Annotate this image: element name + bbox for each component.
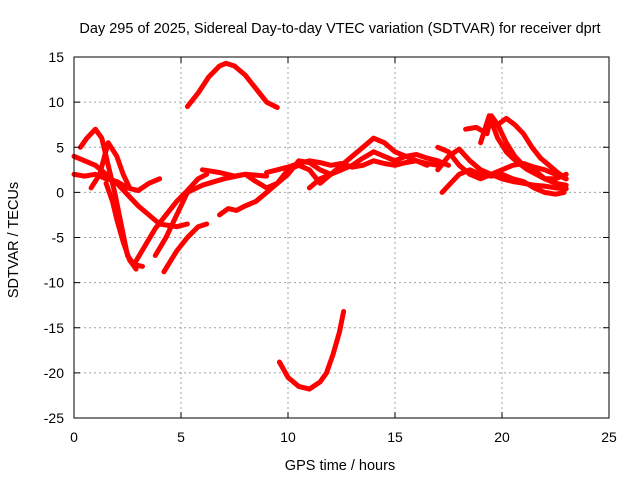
- series-line-arc9: [184, 60, 280, 110]
- y-tick-label: 0: [56, 184, 64, 200]
- y-tick-label: 5: [56, 139, 64, 155]
- x-tick-label: 20: [494, 429, 510, 445]
- y-tick-label: 15: [48, 49, 64, 65]
- x-tick-label: 5: [177, 429, 185, 445]
- y-tick-label: -25: [44, 410, 64, 426]
- series-line-arc14: [328, 149, 451, 177]
- data-series: [71, 60, 569, 392]
- y-tick-label: 10: [48, 94, 64, 110]
- y-tick-label: -10: [44, 275, 64, 291]
- x-tick-label: 10: [280, 429, 296, 445]
- y-tick-label: -5: [52, 230, 65, 246]
- series-line-arc16: [435, 146, 569, 192]
- series-line-arc6: [131, 171, 210, 268]
- x-tick-label: 0: [70, 429, 78, 445]
- series-line-arc4: [88, 140, 133, 191]
- y-tick-label: -20: [44, 365, 64, 381]
- series-line-arc20: [478, 113, 569, 182]
- series-line-arc17: [435, 144, 569, 182]
- y-axis-label: SDTVAR / TECUs: [6, 182, 22, 298]
- gridlines: [74, 57, 609, 418]
- series-line-arc18: [439, 167, 567, 197]
- x-tick-label: 15: [387, 429, 403, 445]
- series-line-arc21: [495, 115, 569, 182]
- series-line-arc15: [276, 309, 347, 392]
- x-axis-label: GPS time / hours: [285, 458, 395, 474]
- series-line-arc11: [217, 158, 334, 218]
- series-line-arc5: [103, 180, 139, 272]
- chart-title: Day 295 of 2025, Sidereal Day-to-day VTE…: [79, 21, 600, 37]
- axis-ticks: 0 5 10 15 20 25 -25 -20 -15 -10 -5 0 5 10 15: [44, 49, 617, 445]
- series-line-arc8: [161, 221, 210, 275]
- x-tick-label: 25: [601, 429, 617, 445]
- y-tick-label: -15: [44, 320, 64, 336]
- series-line-arc2: [71, 153, 190, 230]
